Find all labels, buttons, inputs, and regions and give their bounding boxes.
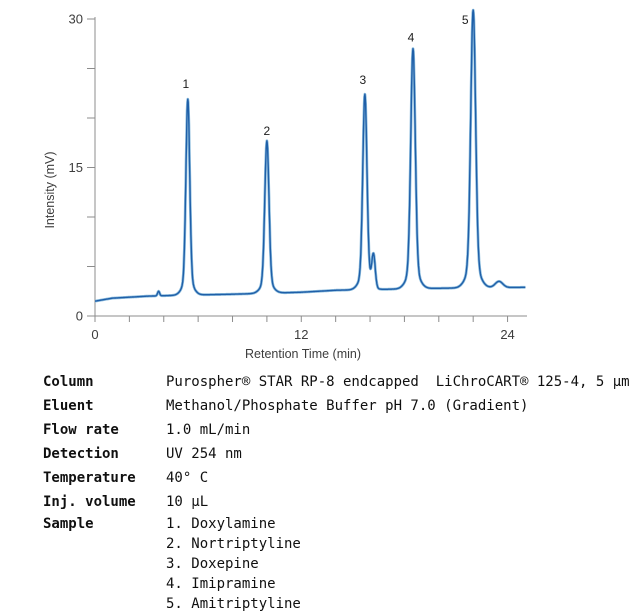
peak-label: 2 [264, 124, 271, 138]
condition-label: Eluent [43, 398, 94, 414]
chromatogram-trace-halo [93, 8, 527, 303]
condition-value: Methanol/Phosphate Buffer pH 7.0 (Gradie… [166, 398, 529, 414]
sample-item: 2. Nortriptyline [166, 536, 301, 552]
sample-item: 1. Doxylamine [166, 516, 276, 532]
condition-row: Eluent Methanol/Phosphate Buffer pH 7.0 (… [43, 394, 638, 418]
x-tick-label: 24 [500, 327, 514, 342]
condition-label: Sample [43, 516, 94, 532]
y-axis-title: Intensity (mV) [43, 151, 57, 229]
condition-value: UV 254 nm [166, 446, 242, 462]
sample-item: 5. Amitriptyline [166, 596, 301, 612]
condition-value: 1.0 mL/min [166, 422, 251, 438]
y-tick-label: 0 [76, 309, 83, 324]
condition-label: Column [43, 374, 94, 390]
chromatogram-trace [94, 9, 526, 302]
condition-value: 10 µL [166, 494, 209, 510]
peak-label: 5 [462, 13, 469, 27]
y-tick-label: 30 [69, 12, 83, 27]
x-axis-title: Retention Time (min) [244, 347, 362, 361]
condition-row: Detection UV 254 nm [43, 442, 638, 466]
peak-label: 4 [408, 31, 415, 45]
sample-item: 3. Doxepine [166, 556, 259, 572]
condition-row: Temperature 40° C [43, 466, 638, 490]
x-tick-label: 0 [91, 327, 98, 342]
condition-label: Inj. volume [43, 494, 136, 510]
y-tick-label: 15 [69, 160, 83, 175]
condition-label: Detection [43, 446, 119, 462]
condition-row: Flow rate 1.0 mL/min [43, 418, 638, 442]
condition-label: Flow rate [43, 422, 119, 438]
sample-item: 4. Imipramine [166, 576, 276, 592]
condition-value: Purospher® STAR RP-8 endcapped LiChroCAR… [166, 374, 630, 390]
condition-row: Column Purospher® STAR RP-8 endcapped LiC… [43, 370, 638, 394]
peak-label: 3 [360, 73, 367, 87]
condition-row-sample: Sample 1. Doxylamine 2. Nortriptyline 3. Do… [43, 514, 638, 614]
condition-label: Temperature [43, 470, 136, 486]
x-tick-label: 12 [294, 327, 308, 342]
conditions-table: Column Purospher® STAR RP-8 endcapped LiC… [43, 370, 638, 614]
sample-list: 1. Doxylamine 2. Nortriptyline 3. Doxepine… [166, 514, 301, 614]
condition-row: Inj. volume 10 µL [43, 490, 638, 514]
peak-label: 1 [182, 77, 189, 91]
condition-value: 40° C [166, 470, 209, 486]
